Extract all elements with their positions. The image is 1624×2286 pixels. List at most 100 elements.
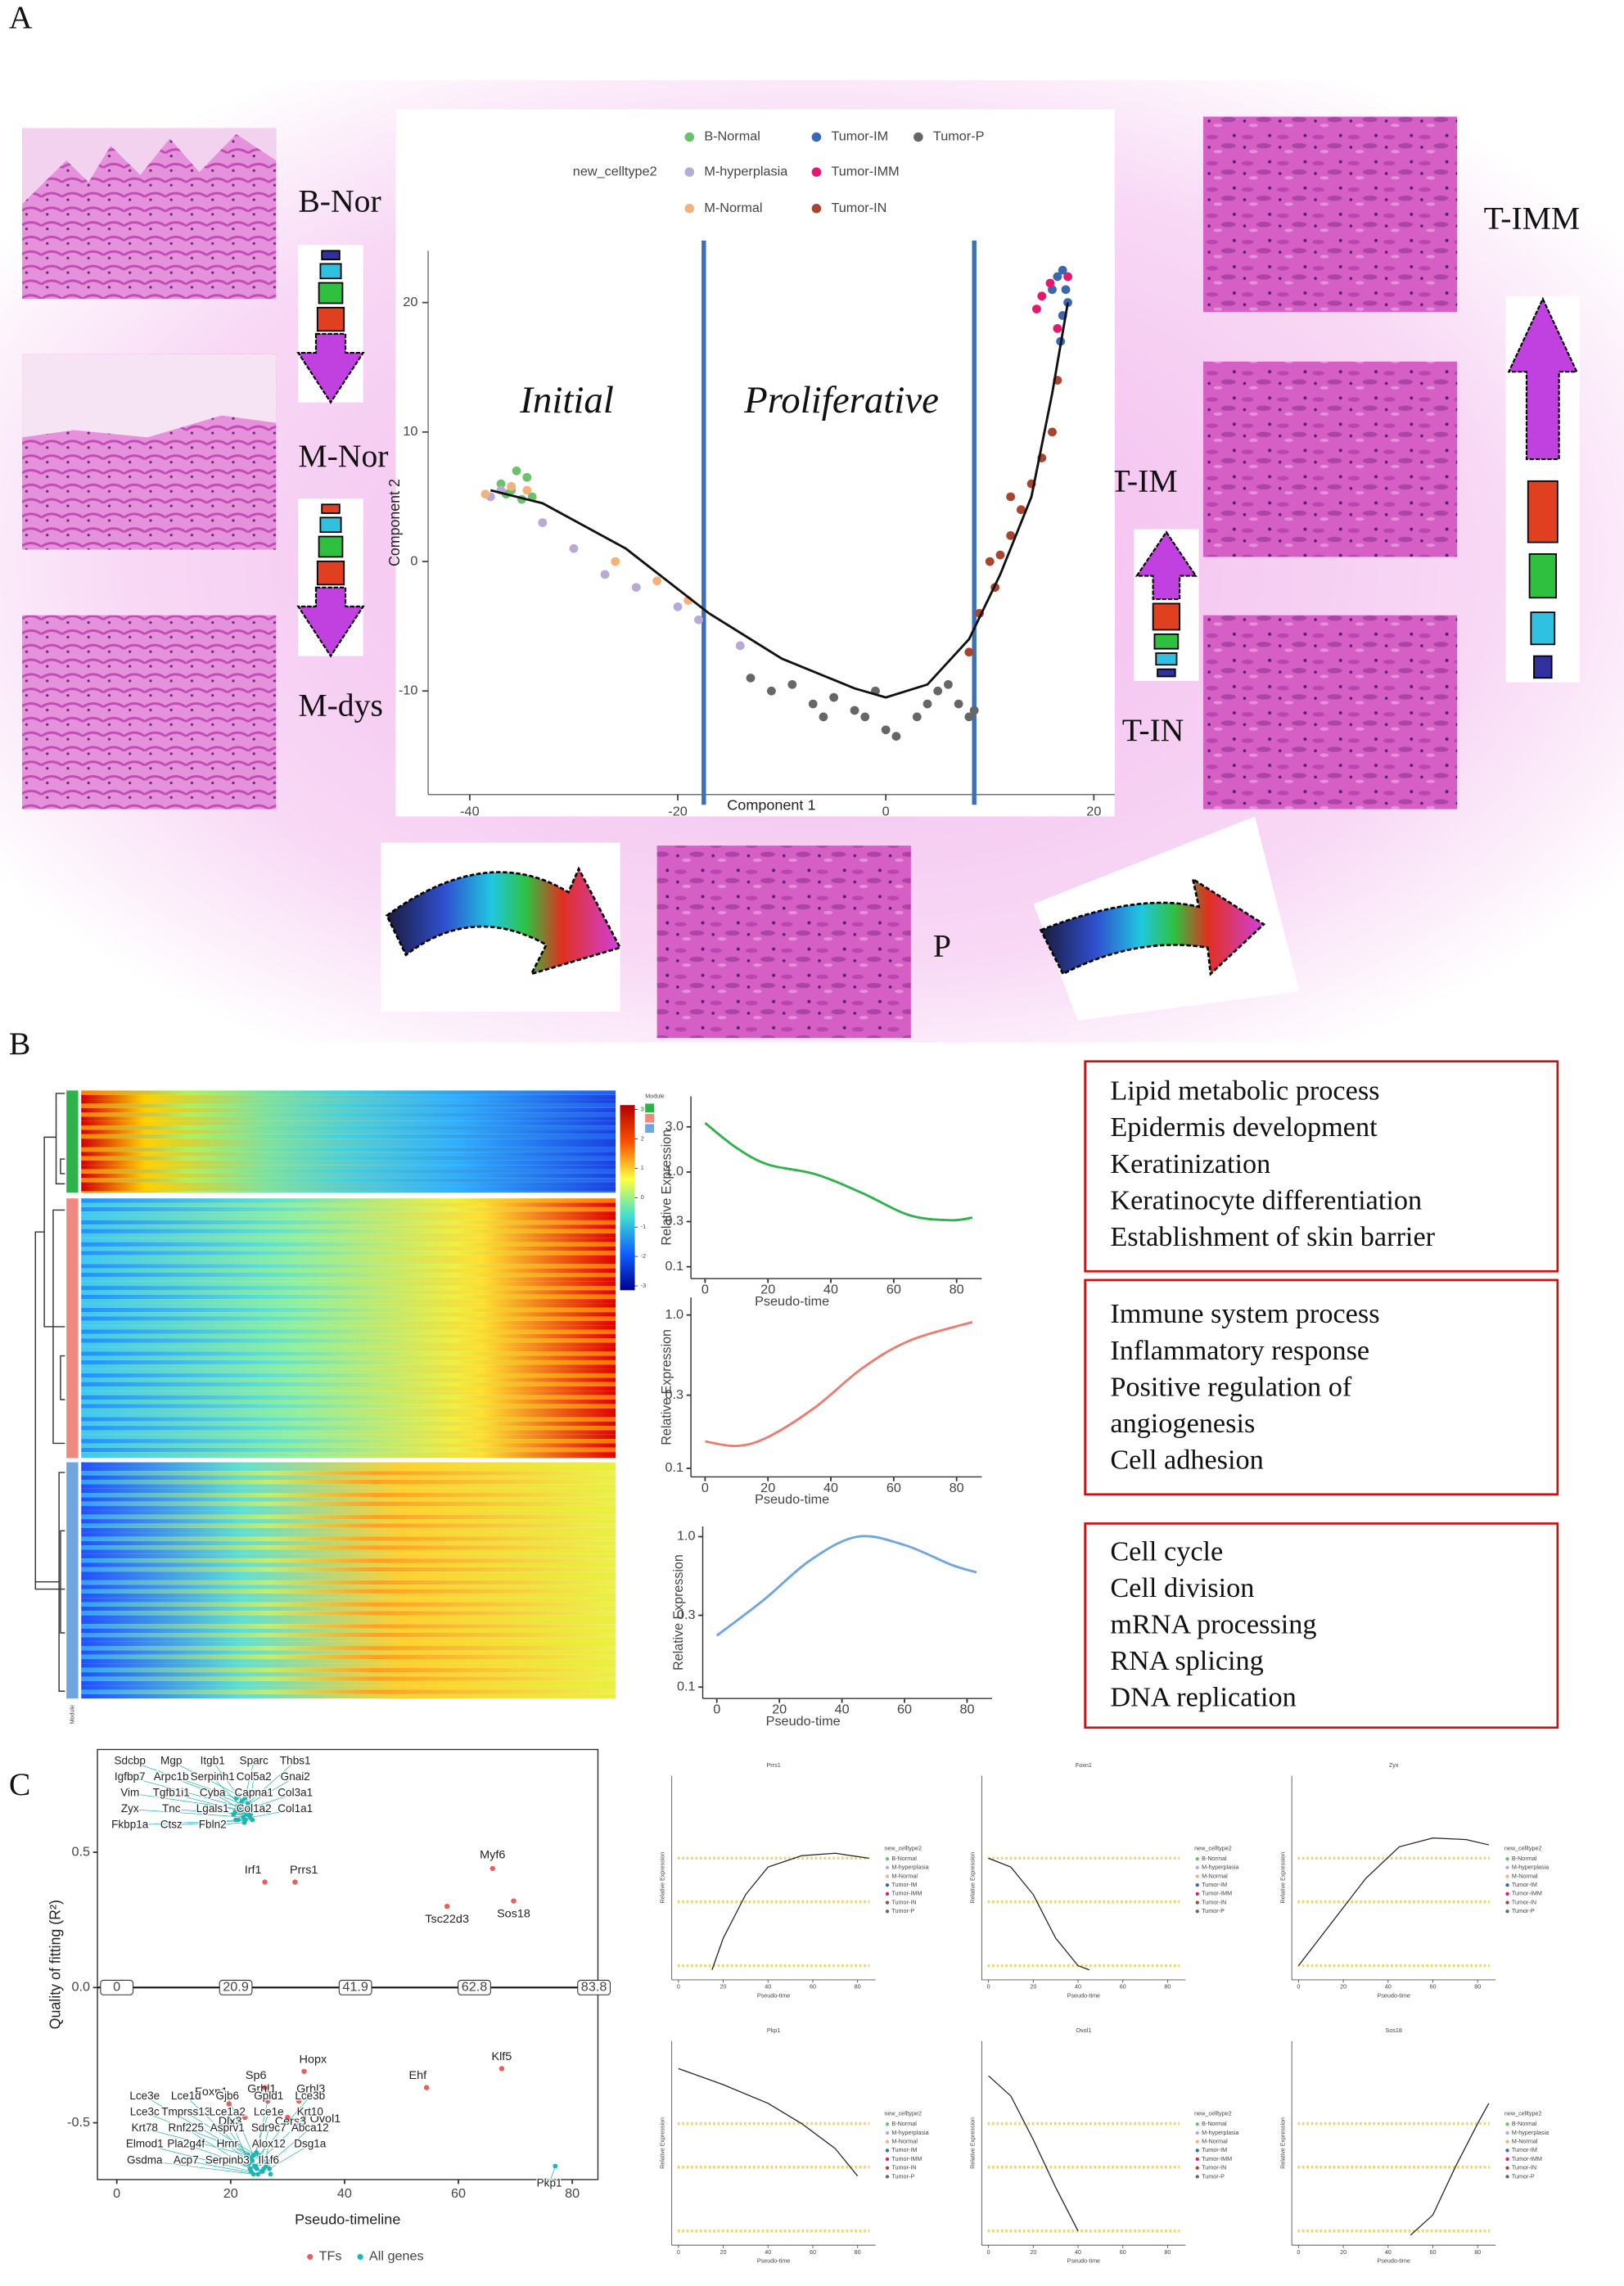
gene-leader bbox=[171, 1792, 243, 1812]
tf-label: Foxn1 bbox=[195, 2085, 228, 2099]
heatmap-row bbox=[81, 1368, 616, 1373]
heatmap-row bbox=[81, 1224, 616, 1229]
tf-label: Grhl1 bbox=[247, 2083, 276, 2096]
legend-swatch bbox=[684, 132, 695, 142]
tf-label: Irf1 bbox=[245, 1864, 262, 1877]
module-label: Module bbox=[69, 1705, 75, 1724]
cell-point bbox=[631, 583, 641, 593]
heatmap-row bbox=[81, 1456, 616, 1459]
histology-image bbox=[1202, 361, 1458, 557]
x-tick-label: 0 bbox=[677, 2249, 680, 2256]
gene-label: Lce1e bbox=[254, 2106, 284, 2118]
x-tick-label: 40 bbox=[1075, 2249, 1081, 2256]
heatmap-row bbox=[81, 1488, 616, 1493]
go-box bbox=[1084, 1522, 1559, 1729]
heatmap-row bbox=[81, 1342, 616, 1347]
legend-title: new_celltype2 bbox=[1504, 2111, 1542, 2117]
tf-point bbox=[489, 1865, 496, 1872]
legend-label: Tumor-IMM bbox=[1512, 1891, 1542, 1897]
heatmap-row bbox=[81, 1112, 616, 1117]
timeline-label: 62.8 bbox=[462, 1980, 488, 1995]
legend-swatch bbox=[1505, 1910, 1509, 1914]
heatmap-row bbox=[81, 1182, 616, 1187]
cell-point bbox=[522, 485, 532, 495]
x-tick-label: 60 bbox=[886, 1283, 901, 1297]
x-tick-label: 60 bbox=[897, 1702, 912, 1717]
gene-leader bbox=[144, 2128, 268, 2162]
legend-swatch bbox=[1195, 2157, 1199, 2162]
gene-label: Gpld1 bbox=[254, 2090, 283, 2102]
y-tick-label: 0 bbox=[410, 553, 417, 568]
heatmap-row bbox=[81, 1685, 616, 1690]
x-tick-label: 40 bbox=[337, 2186, 352, 2201]
legend-label: M-hyperplasia bbox=[1202, 1864, 1238, 1871]
heatmap-row bbox=[81, 1654, 616, 1660]
legend-swatch bbox=[914, 132, 923, 142]
heatmap-row bbox=[81, 1242, 616, 1247]
gene-label: Pla2g4f bbox=[167, 2138, 205, 2150]
go-term: Establishment of skin barrier bbox=[1110, 1222, 1435, 1252]
heatmap-row bbox=[81, 1443, 616, 1448]
y-axis-label: Relative Expression bbox=[671, 1554, 686, 1671]
tf-point bbox=[444, 1903, 450, 1910]
legend-swatch bbox=[885, 2175, 890, 2179]
go-term: angiogenesis bbox=[1110, 1409, 1255, 1439]
go-boxes bbox=[1084, 1060, 1559, 1729]
y-tick-label: 10 bbox=[403, 424, 417, 439]
gene-leader bbox=[265, 2128, 310, 2167]
legend-swatch bbox=[684, 204, 695, 214]
x-tick-label: 20 bbox=[1340, 1984, 1347, 1991]
timeline-box bbox=[100, 1979, 134, 1995]
gene-leader bbox=[144, 2112, 263, 2158]
legend-label: Tumor-P bbox=[1512, 2173, 1535, 2180]
heatmap-row bbox=[81, 1286, 616, 1291]
legend-swatch bbox=[1195, 2130, 1199, 2135]
legend-swatch bbox=[885, 1856, 890, 1861]
histology-image bbox=[22, 128, 277, 205]
y-axis-label: Relative Expression bbox=[1279, 2117, 1286, 2169]
legend-label: M-hyperplasia bbox=[1512, 1864, 1549, 1871]
gene-label: Pkp1 bbox=[537, 2176, 562, 2189]
x-axis-label: Pseudo-time bbox=[1067, 2258, 1100, 2265]
y-tick-label: 1.0 bbox=[677, 1529, 696, 1544]
plot-title: Zyx bbox=[1389, 1762, 1399, 1769]
stage-label: T-IM bbox=[1110, 463, 1177, 499]
cell-point bbox=[1016, 505, 1026, 515]
gene-leader bbox=[227, 2096, 254, 2156]
y-tick-label: 0.3 bbox=[665, 1214, 684, 1229]
legend-swatch bbox=[885, 1910, 890, 1914]
heatmap-row bbox=[81, 1624, 616, 1629]
heatmap-row bbox=[81, 1413, 616, 1418]
legend-label: Tumor-P bbox=[933, 129, 985, 144]
heatmap-row bbox=[81, 1329, 616, 1334]
heatmap-row bbox=[81, 1523, 616, 1528]
heatmap-row bbox=[81, 1611, 616, 1616]
tf-label: Sos18 bbox=[497, 1907, 530, 1920]
heatmap-row bbox=[81, 1178, 616, 1183]
gene-label: Lce3b bbox=[295, 2090, 325, 2102]
legend-swatch bbox=[645, 1124, 655, 1134]
legend-label: Tumor-IM bbox=[1512, 2147, 1537, 2153]
x-tick-label: 20 bbox=[1340, 2249, 1347, 2256]
gene-label: Tnc bbox=[162, 1802, 181, 1815]
legend-title: Module bbox=[645, 1093, 665, 1099]
gene-label: Ctsz bbox=[160, 1819, 183, 1831]
heatmap-row bbox=[81, 1475, 616, 1480]
cell-point bbox=[569, 543, 579, 553]
legend-label: Tumor-IN bbox=[1512, 2165, 1536, 2171]
fit-curve bbox=[678, 2067, 859, 2177]
cell-point bbox=[954, 699, 963, 709]
gene-leader bbox=[144, 2144, 251, 2172]
go-term: RNA splicing bbox=[1110, 1646, 1263, 1676]
legend-swatch bbox=[1505, 1856, 1509, 1861]
legend-swatch bbox=[885, 2157, 890, 2162]
gene-point bbox=[267, 2166, 272, 2171]
gene-label: Lce1d bbox=[171, 2090, 201, 2102]
x-axis-label: Pseudo-time bbox=[757, 2258, 790, 2265]
tf-point bbox=[262, 1879, 268, 1885]
gene-label: Tmprss13 bbox=[161, 2106, 210, 2118]
heatmap-row bbox=[81, 1090, 616, 1095]
heatmap-row bbox=[81, 1116, 616, 1121]
gene-label: Alox12 bbox=[252, 2138, 286, 2150]
